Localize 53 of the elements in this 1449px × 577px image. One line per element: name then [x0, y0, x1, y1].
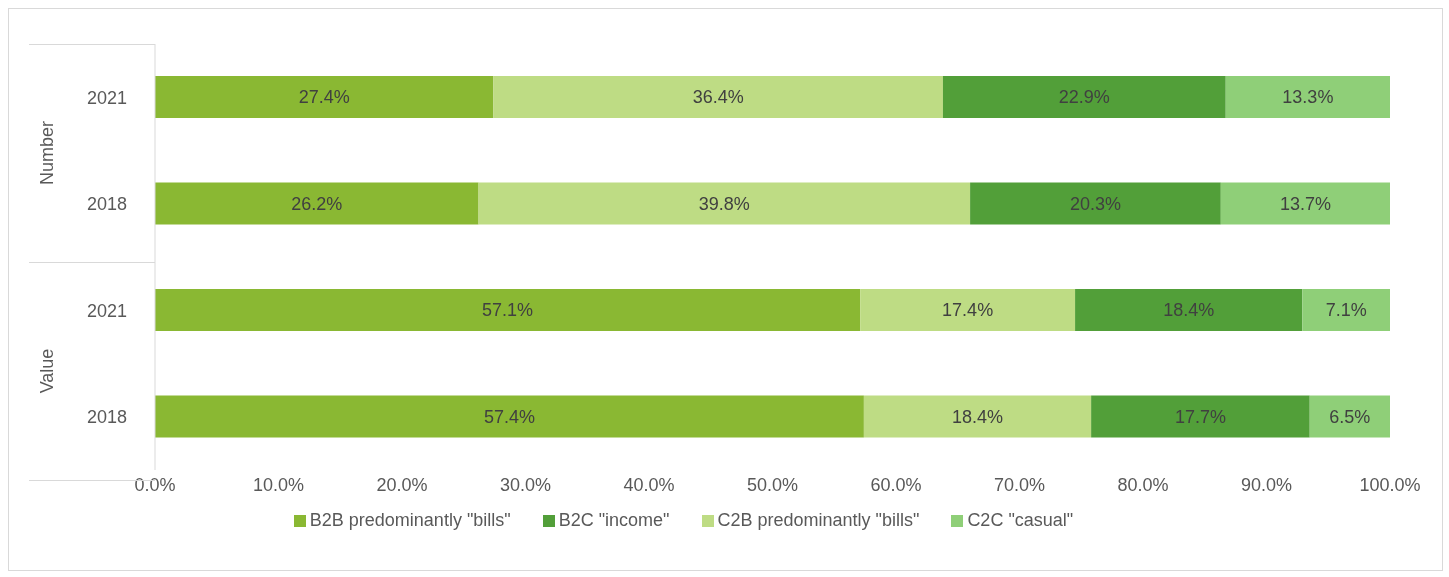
legend-label: B2C "income" [558, 510, 670, 530]
bar [1225, 76, 1390, 118]
data-label: 7.1% [1325, 300, 1367, 321]
y-tick-label: 2018 [86, 407, 127, 428]
data-label: 36.4% [692, 87, 744, 108]
x-tick-label: 10.0% [252, 474, 305, 495]
bar [860, 289, 1076, 331]
bar [478, 182, 971, 225]
data-label: 22.9% [1058, 87, 1110, 108]
x-tick-label: 100.0% [1359, 474, 1421, 495]
y-tick-label: 2021 [86, 300, 127, 321]
bar [155, 395, 864, 438]
y-tick-label: 2021 [86, 87, 127, 108]
data-label: 13.3% [1282, 87, 1334, 108]
legend-label: B2B predominantly "bills" [309, 510, 511, 530]
data-label: 13.7% [1279, 193, 1331, 214]
bar [1302, 289, 1390, 331]
bar [942, 76, 1226, 118]
x-tick-label: 90.0% [1240, 474, 1293, 495]
bar [1091, 395, 1310, 438]
bar [863, 395, 1092, 438]
data-label: 26.2% [291, 193, 343, 214]
data-label: 17.4% [942, 300, 994, 321]
text: Value [36, 348, 58, 394]
bar [155, 76, 494, 118]
x-tick-label: 20.0% [376, 474, 428, 495]
data-label: 57.4% [483, 406, 535, 427]
x-tick-label: 60.0% [870, 474, 922, 495]
data-label: 6.5% [1329, 406, 1371, 427]
data-label: 20.3% [1069, 193, 1121, 214]
data-label: 18.4% [951, 406, 1004, 427]
bar [1309, 395, 1390, 438]
data-label: 27.4% [298, 87, 350, 108]
text: Number [36, 120, 58, 186]
bar [970, 182, 1221, 225]
legend-label: C2B predominantly "bills" [717, 510, 920, 530]
legend-label: C2C "casual" [967, 510, 1074, 530]
x-tick-label: 40.0% [623, 474, 675, 495]
x-tick-label: 70.0% [993, 474, 1046, 495]
x-tick-label: 80.0% [1117, 474, 1169, 495]
bar [1075, 289, 1303, 331]
x-tick-label: 0.0% [134, 474, 176, 495]
data-label: 18.4% [1163, 300, 1215, 321]
data-label: 17.7% [1174, 406, 1226, 427]
bar [155, 182, 479, 225]
bar [1220, 182, 1390, 225]
x-tick-label: 50.0% [746, 474, 799, 495]
bar [155, 289, 861, 331]
bar [493, 76, 943, 118]
data-label: 57.1% [482, 300, 534, 321]
x-tick-label: 30.0% [499, 474, 552, 495]
y-tick-label: 2018 [86, 194, 127, 215]
data-label: 39.8% [698, 193, 750, 214]
